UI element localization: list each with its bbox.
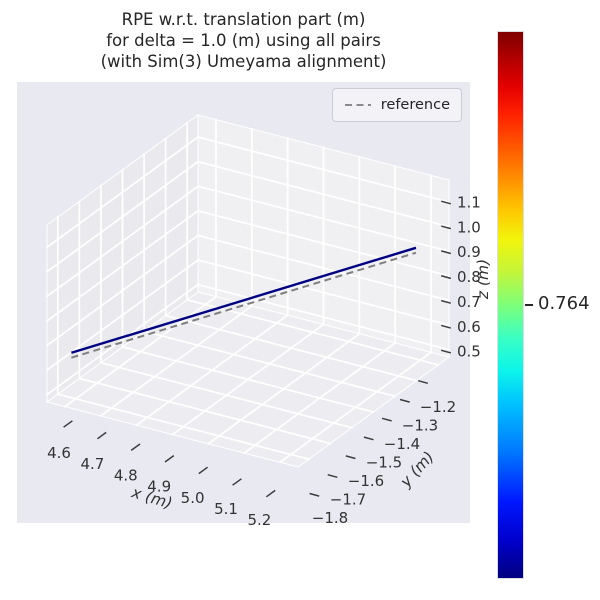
title-line-1: RPE w.r.t. translation part (m) [121,10,366,29]
y-tick-mark [327,473,338,479]
z-tick-mark [441,200,451,205]
y-tick-label: −1.3 [402,417,438,435]
colorbar-gradient [497,31,524,579]
z-tick-label: 0.9 [457,243,481,261]
x-tick-label: 5.0 [181,489,205,507]
z-tick-label: 0.6 [457,318,481,336]
z-tick-label: 0.5 [457,343,481,361]
grid-y-floor [99,361,353,429]
x-tick-label: 5.1 [214,500,238,518]
grid-z-left [45,160,200,273]
reference-dashed-line-swatch [345,104,371,106]
grid-y-floor [143,330,397,398]
z-tick-mark [441,299,451,304]
y-tick-label: −1.8 [312,509,348,527]
grid-lines [45,118,451,464]
grid-y-floor [56,393,310,461]
y-tick-label: −1.5 [366,454,402,472]
grid-z-left [45,135,200,249]
x-tick-label: 4.8 [114,466,138,484]
z-tick-mark [441,275,451,280]
x-tick-mark [96,431,107,440]
z-tick-label: 0.7 [457,293,481,311]
legend-label-reference: reference [380,97,450,113]
x-tick-label: 5.2 [247,511,271,529]
y-tick-mark [381,417,392,422]
x-tick-label: 4.9 [147,478,171,496]
x-tick-mark [164,454,175,463]
grid-y-floor [78,377,332,445]
grid-z-left [45,185,200,298]
title-line-2: for delta = 1.0 (m) using all pairs [106,31,381,50]
grid-z-right [196,234,451,302]
grid-z-right [196,136,451,204]
tick-marks [63,200,451,498]
reference-line [71,251,417,359]
grid-z-right [196,185,451,253]
z-axis-label: z (m) [474,259,492,300]
colorbar-tick-mark [525,304,533,306]
grid-z-left [45,234,200,347]
grid-z-right [196,283,451,351]
grid-z-right [196,160,451,228]
estimate-line [71,246,417,354]
grid-y-floor [121,345,375,414]
title-line-3: (with Sim(3) Umeyama alignment) [100,52,387,71]
grid-z-right [196,209,451,277]
grid-z-left [45,209,200,323]
y-tick-mark [345,455,356,460]
x-tick-label: 4.7 [80,455,104,473]
z-tick-label: 0.8 [457,268,481,286]
z-tick-mark [441,250,451,255]
x-tick-mark [63,420,73,428]
grid-z-left [45,283,200,396]
x-tick-mark [232,478,242,486]
z-tick-mark [441,349,451,354]
legend: reference [332,88,462,122]
z-tick-label: 1.1 [457,194,481,212]
z-tick-label: 1.0 [457,218,481,236]
x-tick-mark [130,443,141,452]
chart-title: RPE w.r.t. translation part (m) for delt… [17,9,470,72]
trajectory-lines [71,246,417,359]
tick-labels: 4.64.74.84.95.05.15.2−1.2−1.3−1.4−1.5−1.… [47,194,481,530]
y-tick-mark [399,398,410,403]
y-tick-label: −1.4 [384,435,420,453]
grid-y-floor [164,314,418,382]
y-tick-label: −1.7 [330,491,366,509]
y-tick-mark [418,379,428,385]
x-tick-mark [198,466,209,475]
z-tick-mark [441,324,451,329]
y-tick-mark [363,436,374,441]
y-tick-label: −1.2 [420,398,456,416]
x-tick-label: 4.6 [47,444,71,462]
grid-z-right [196,259,451,327]
x-tick-mark [265,489,276,498]
colorbar-tick-label: 0.764 [538,293,590,314]
y-tick-mark [309,492,320,497]
z-tick-mark [441,225,451,230]
y-tick-label: −1.6 [348,472,384,490]
